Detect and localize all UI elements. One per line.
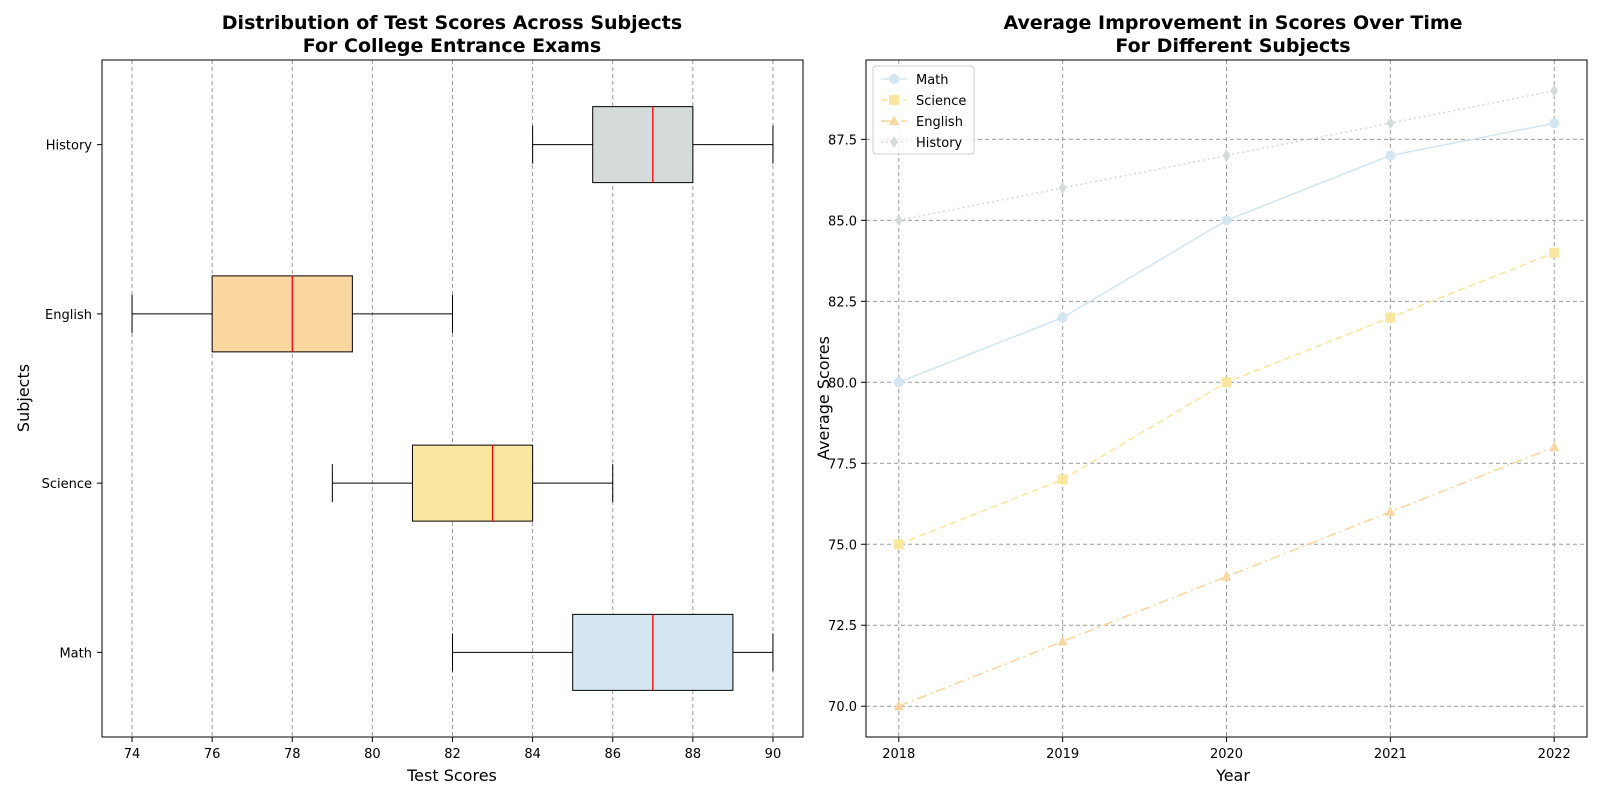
boxplot-box (411, 444, 534, 522)
line-chart-y-tick-label: 70.0 (828, 700, 857, 715)
boxplot-y-axis-label: Subjects (14, 364, 33, 432)
line-point-science (1221, 377, 1232, 388)
line-series-english (898, 446, 1555, 707)
line-series-history (898, 89, 1555, 222)
legend-label-math: Math (916, 73, 949, 88)
line-chart-legend (872, 65, 975, 155)
legend-marker-english (889, 115, 899, 125)
line-chart-title-line2: For Different Subjects (1115, 35, 1350, 57)
line-point-math (1221, 215, 1232, 226)
boxplot-plot-area: 74 76 78 80 82 84 86 88 90 Math Science English Hist… (42, 59, 804, 762)
line-chart-y-tick-label: 87.5 (828, 133, 857, 148)
line-point-math (1549, 118, 1560, 129)
line-chart-x-tick-label: 2021 (1374, 747, 1407, 762)
line-point-history (1058, 181, 1067, 194)
boxplot-title-line2: For College Entrance Exams (303, 35, 602, 57)
line-point-math (1057, 312, 1068, 323)
boxplot-x-tick-label: 80 (364, 747, 381, 762)
line-point-science (893, 539, 904, 550)
line-point-english (1057, 635, 1068, 646)
boxplot-y-tick-label: English (45, 308, 92, 323)
boxplot-x-tick-label: 74 (124, 747, 141, 762)
legend-label-english: English (916, 115, 963, 130)
line-point-math (1385, 150, 1396, 161)
line-chart-title-line1: Average Improvement in Scores Over Time (1003, 12, 1462, 34)
line-chart-plot-area: 2018 2019 2020 2021 2022 70.0 72.5 75.0 77.5 80.0… (828, 59, 1588, 762)
boxplot-x-tick-label: 90 (765, 747, 782, 762)
boxplot-x-tick-label: 82 (444, 747, 461, 762)
line-chart-y-tick-label: 85.0 (828, 214, 857, 229)
line-chart-y-tick-label: 77.5 (828, 457, 857, 472)
boxplot-y-tick-label: Science (42, 477, 92, 492)
legend-marker-history (890, 136, 898, 148)
legend-label-history: History (916, 136, 963, 151)
boxplot-box (211, 275, 353, 353)
boxplot-x-tick-label: 88 (685, 747, 702, 762)
line-point-history (1550, 84, 1559, 97)
line-chart-x-tick-label: 2019 (1046, 747, 1079, 762)
line-chart-y-tick-label: 72.5 (828, 619, 857, 634)
line-chart-y-tick-label: 80.0 (828, 376, 857, 391)
line-point-history (1222, 149, 1231, 162)
boxplot-x-tick-label: 78 (284, 747, 301, 762)
line-point-science (1057, 474, 1068, 485)
line-point-english (893, 700, 904, 711)
legend-marker-math (889, 74, 899, 84)
line-point-science (1549, 247, 1560, 258)
line-point-science (1385, 312, 1396, 323)
boxplot-title-line1: Distribution of Test Scores Across Subje… (222, 12, 682, 34)
line-point-english (1221, 570, 1232, 581)
legend-label-science: Science (916, 94, 966, 109)
line-point-history (894, 214, 903, 227)
boxplot-x-tick-label: 86 (604, 747, 621, 762)
boxplot-box (592, 106, 694, 184)
line-chart-x-axis-label: Year (1215, 766, 1250, 785)
line-chart-axes-frame (865, 59, 1588, 738)
legend-marker-science (889, 95, 899, 105)
line-chart-y-tick-label: 75.0 (828, 538, 857, 553)
line-chart-x-tick-label: 2022 (1538, 747, 1571, 762)
line-point-english (1385, 505, 1396, 516)
line-point-history (1386, 117, 1395, 130)
line-chart-x-tick-label: 2018 (882, 747, 915, 762)
line-point-english (1549, 441, 1560, 452)
line-chart-x-tick-label: 2020 (1210, 747, 1243, 762)
boxplot-x-tick-label: 84 (524, 747, 541, 762)
line-chart-y-tick-label: 82.5 (828, 295, 857, 310)
boxplot-x-tick-label: 76 (204, 747, 221, 762)
boxplot-y-tick-label: Math (59, 646, 92, 661)
line-point-math (893, 377, 904, 388)
boxplot-y-tick-label: History (46, 139, 93, 154)
boxplot-x-axis-label: Test Scores (406, 766, 497, 785)
line-chart-y-axis-label: Average Scores (814, 336, 833, 460)
boxplot-axes-frame (101, 59, 804, 738)
